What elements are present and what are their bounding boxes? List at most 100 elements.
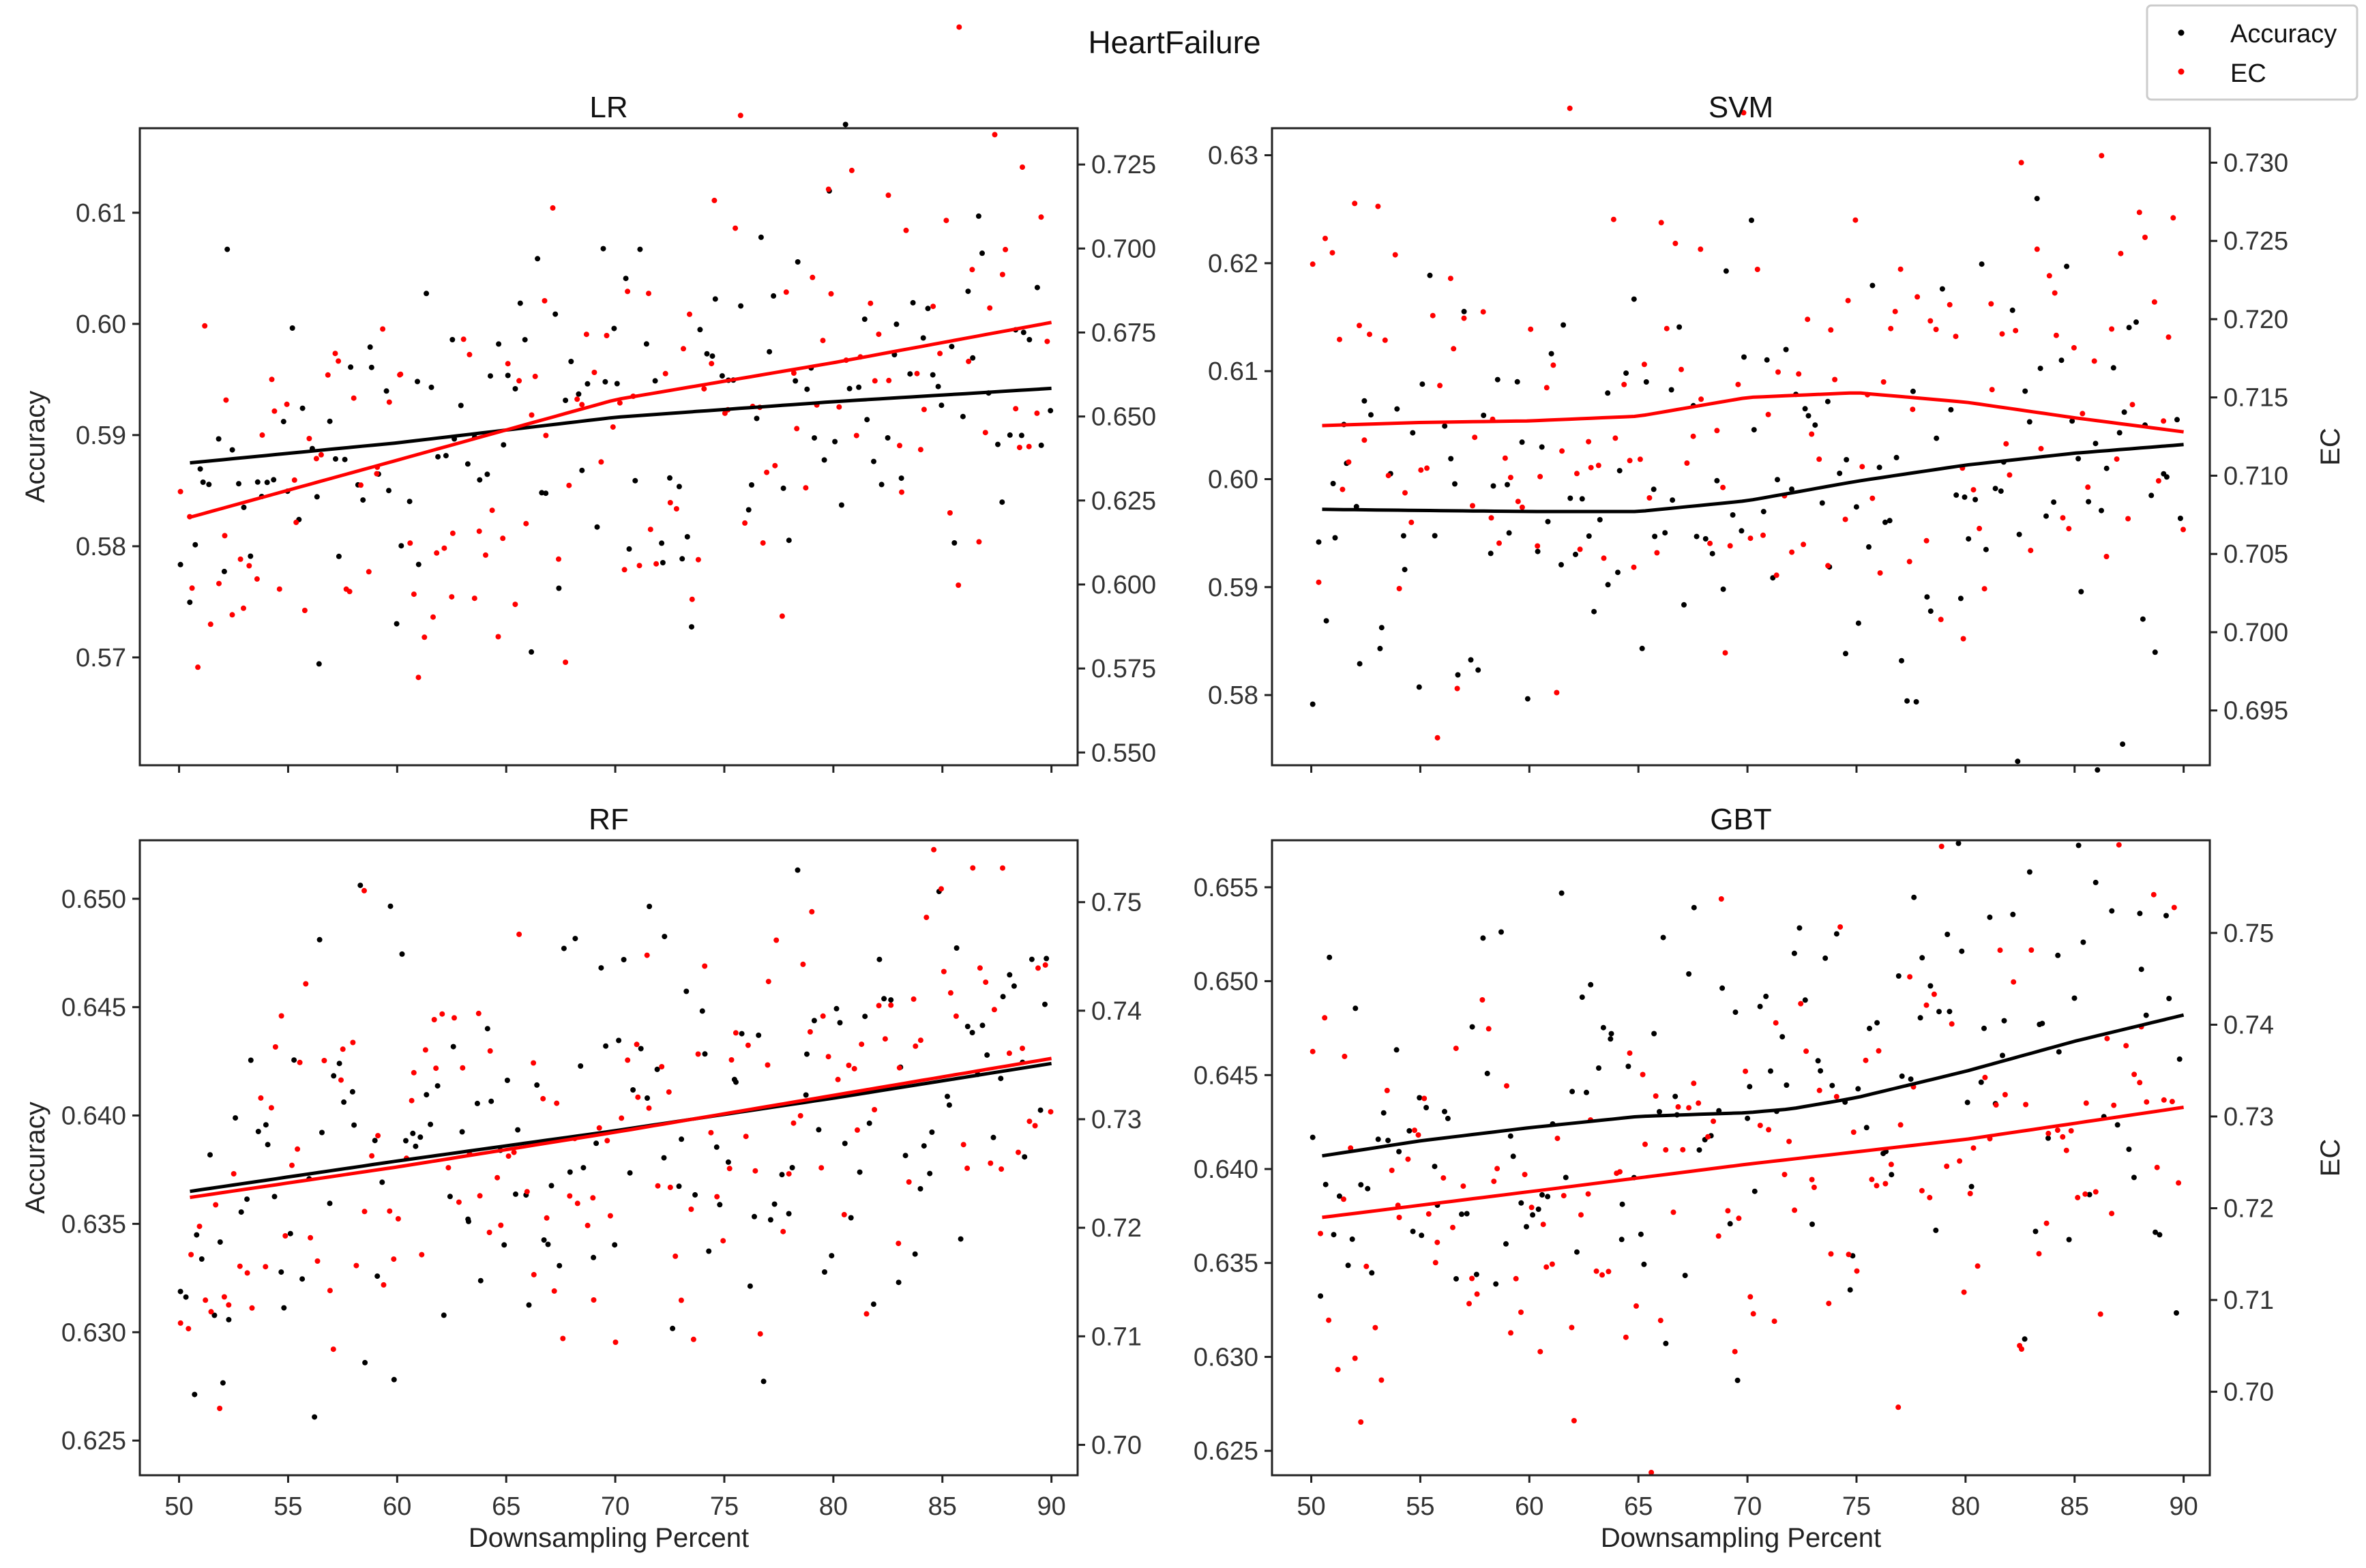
lr-point-accuracy — [780, 485, 786, 491]
rf-point-ec — [391, 1256, 397, 1262]
gbt-point-ec — [1606, 1269, 1612, 1275]
gbt-point-accuracy — [2138, 966, 2144, 973]
gbt-point-ec — [2036, 1251, 2042, 1257]
rf-x-tick-label: 70 — [601, 1492, 630, 1521]
rf-point-ec — [321, 1058, 327, 1063]
lr-point-ec — [868, 300, 874, 306]
lr-point-accuracy — [652, 378, 658, 384]
rf-point-accuracy — [567, 1169, 573, 1175]
lr-point-accuracy — [501, 442, 507, 448]
rf-point-accuracy — [387, 903, 394, 909]
rf-point-ec — [1026, 1119, 1033, 1125]
rf-point-ec — [757, 1331, 763, 1337]
lr-point-accuracy — [367, 344, 373, 350]
rf-y-tick-label: 0.645 — [61, 994, 126, 1022]
rf-point-ec — [667, 1184, 673, 1190]
lr-point-accuracy — [965, 289, 971, 295]
svm-point-ec — [2114, 456, 2120, 462]
lr-point-ec — [885, 192, 891, 198]
lr-point-ec — [992, 132, 998, 138]
gbt-point-accuracy — [1751, 1188, 1758, 1194]
lr-point-accuracy — [898, 475, 904, 482]
rf-point-ec — [896, 1241, 902, 1247]
gbt-point-ec — [1508, 1330, 1513, 1336]
svm-point-ec — [1765, 411, 1771, 417]
svm-point-accuracy — [2177, 516, 2183, 521]
gbt-point-accuracy — [1919, 955, 1925, 961]
svm-y-tick-label: 0.63 — [1208, 142, 1258, 171]
lr-point-ec — [222, 533, 228, 539]
rf-point-ec — [596, 1125, 602, 1131]
rf-point-ec — [196, 1224, 203, 1230]
lr-point-accuracy — [415, 561, 422, 567]
rf-point-accuracy — [912, 1251, 918, 1257]
svm-point-accuracy — [2075, 456, 2082, 462]
gbt-point-ec — [1540, 1222, 1546, 1228]
svm-point-ec — [1646, 495, 1653, 501]
gbt-point-accuracy — [2163, 913, 2169, 919]
rf-point-ec — [531, 1271, 537, 1277]
gbt-point-accuracy — [2026, 869, 2032, 875]
lr-point-accuracy — [543, 490, 549, 497]
rf-point-accuracy — [244, 1196, 250, 1202]
gbt-point-ec — [1432, 1260, 1438, 1266]
svm-point-ec — [1408, 519, 1415, 525]
gbt-point-accuracy — [1818, 1068, 1824, 1074]
gbt-point-accuracy — [1410, 1228, 1416, 1234]
rf-point-ec — [855, 1127, 860, 1133]
svm-point-accuracy — [1953, 492, 1960, 498]
rf-point-accuracy — [760, 1378, 767, 1385]
svm-point-ec — [1859, 464, 1865, 470]
rf-point-ec — [1032, 1123, 1038, 1129]
gbt-point-ec — [1469, 1275, 1475, 1282]
rf-point-ec — [278, 1013, 284, 1019]
svm-point-ec — [1690, 433, 1696, 439]
svm-point-accuracy — [1586, 533, 1592, 539]
lr-point-ec — [653, 561, 660, 567]
lr-point-ec — [790, 370, 797, 376]
gbt-point-ec — [1982, 1074, 1988, 1080]
svm-ec-trend-line — [1322, 391, 2184, 434]
rf-point-accuracy — [226, 1316, 232, 1322]
lr-point-ec — [848, 167, 855, 173]
rf-point-ec — [231, 1171, 237, 1177]
svm-point-accuracy — [2103, 465, 2110, 471]
rf-point-accuracy — [603, 1043, 609, 1049]
rf-point-ec — [516, 931, 522, 937]
lr-point-accuracy — [846, 385, 853, 391]
svm-point-ec — [1470, 503, 1475, 509]
lr-point-accuracy — [749, 482, 754, 488]
lr-point-ec — [969, 267, 975, 273]
svm-point-accuracy — [2058, 357, 2065, 364]
gbt-point-accuracy — [2137, 911, 2143, 917]
gbt-point-accuracy — [1638, 1231, 1644, 1237]
lr-point-accuracy — [327, 418, 333, 424]
rf-x-tick-label: 90 — [1037, 1492, 1065, 1521]
rf-point-accuracy — [541, 1237, 547, 1243]
gbt-point-ec — [1585, 1191, 1591, 1197]
gbt-point-ec — [1816, 1087, 1822, 1093]
svm-point-accuracy — [1730, 512, 1736, 518]
svm-point-ec — [1698, 396, 1704, 402]
rf-point-ec — [1006, 1050, 1012, 1056]
rf-y-axis-label: Accuracy — [20, 1101, 50, 1214]
gbt-point-ec — [1633, 1303, 1639, 1309]
rf-point-ec — [249, 1305, 255, 1311]
gbt-point-accuracy — [1955, 840, 1962, 846]
gbt-point-accuracy — [1507, 1133, 1513, 1139]
rf-point-accuracy — [771, 1201, 778, 1207]
rf-point-accuracy — [717, 1202, 723, 1208]
lr-point-accuracy — [767, 349, 773, 355]
rf-point-ec — [1042, 962, 1048, 968]
gbt-point-ec — [2023, 1101, 2029, 1108]
lr-point-ec — [689, 596, 695, 602]
rf-point-ec — [188, 1252, 194, 1258]
rf-point-ec — [263, 1264, 269, 1270]
gbt-point-accuracy — [1947, 1009, 1953, 1015]
lr-point-ec — [237, 556, 243, 562]
gbt-point-ec — [1623, 1334, 1629, 1340]
lr-point-accuracy — [529, 649, 535, 655]
rf-point-accuracy — [220, 1380, 226, 1386]
gbt-point-ec — [1384, 1087, 1390, 1093]
svm-point-accuracy — [1561, 322, 1567, 328]
